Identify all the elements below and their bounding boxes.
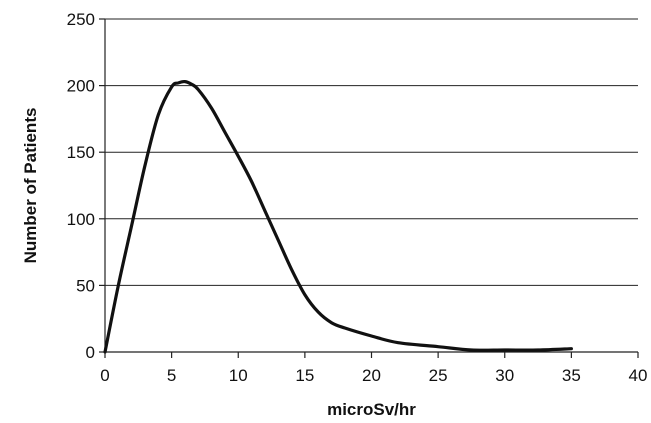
- y-tick-labels: 0 50 100 150 200 250: [67, 10, 105, 362]
- x-axis-title: microSv/hr: [327, 400, 416, 419]
- y-tick-label: 100: [67, 210, 95, 229]
- y-axis-title: Number of Patients: [21, 108, 40, 264]
- series-line-0: [103, 79, 573, 354]
- y-tick-label: 0: [86, 343, 95, 362]
- x-tick-label: 30: [495, 366, 514, 385]
- x-tick-labels: 0 5 10 15 20 25 30 35 40: [100, 352, 647, 385]
- y-tick-label: 150: [67, 143, 95, 162]
- y-tick-label: 250: [67, 10, 95, 29]
- x-tick-label: 20: [362, 366, 381, 385]
- x-tick-label: 10: [229, 366, 248, 385]
- series-layer: [103, 79, 573, 354]
- y-tick-label: 50: [76, 276, 95, 295]
- x-tick-label: 40: [629, 366, 648, 385]
- x-tick-label: 35: [562, 366, 581, 385]
- gridlines: [105, 18, 638, 286]
- x-tick-label: 0: [100, 366, 109, 385]
- x-tick-label: 25: [429, 366, 448, 385]
- x-tick-label: 15: [295, 366, 314, 385]
- axes: [104, 19, 638, 353]
- y-tick-label: 200: [67, 77, 95, 96]
- x-tick-label: 5: [167, 366, 176, 385]
